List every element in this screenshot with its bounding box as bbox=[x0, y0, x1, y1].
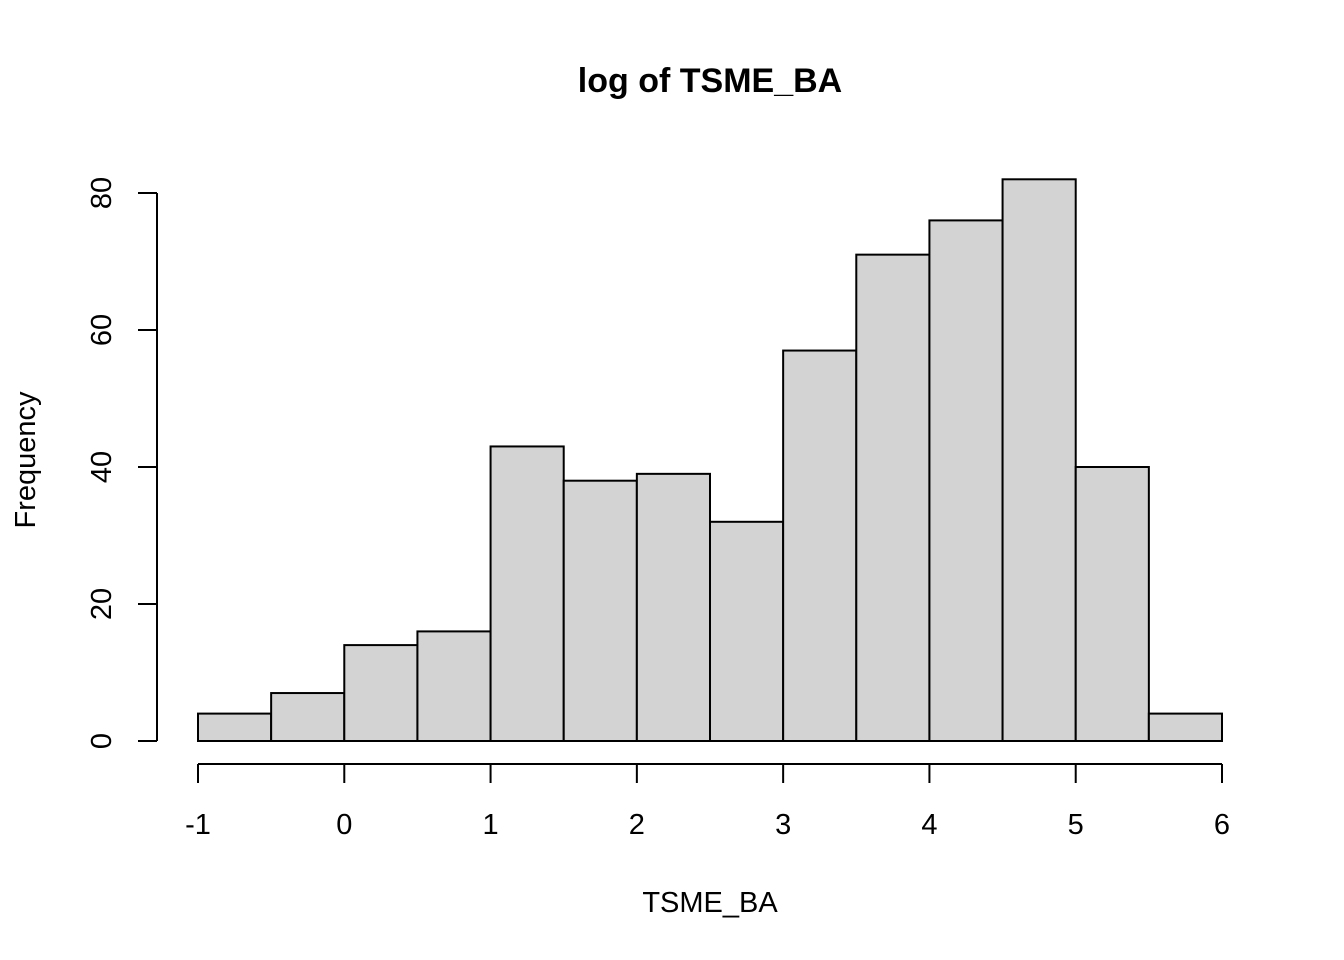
x-tick-label: 6 bbox=[1214, 809, 1230, 841]
y-tick-label: 40 bbox=[86, 451, 118, 483]
x-tick-label: 2 bbox=[629, 809, 645, 841]
histogram-bar bbox=[1147, 712, 1224, 742]
histogram-bar bbox=[855, 253, 931, 742]
x-tick-label: 0 bbox=[336, 809, 352, 841]
y-tick-label: 20 bbox=[86, 588, 118, 620]
y-tick-label: 80 bbox=[86, 177, 118, 209]
histogram-bar bbox=[1001, 178, 1077, 743]
x-axis: -1 0 1 2 3 4 5 6 bbox=[185, 763, 1230, 841]
histogram-bar bbox=[709, 520, 785, 742]
histogram-bar bbox=[635, 472, 711, 742]
y-axis-label: Frequency bbox=[10, 391, 42, 529]
x-axis-label: TSME_BA bbox=[642, 887, 778, 919]
bars-group bbox=[197, 178, 1224, 743]
histogram-bar bbox=[1074, 466, 1150, 742]
histogram-bar bbox=[562, 479, 638, 742]
histogram-bar bbox=[782, 349, 858, 742]
x-tick-label: 1 bbox=[483, 809, 499, 841]
histogram-bar bbox=[928, 219, 1004, 742]
histogram-bar bbox=[489, 445, 565, 742]
histogram-bar bbox=[416, 630, 492, 743]
x-tick-label: 4 bbox=[921, 809, 937, 841]
x-tick-label: 5 bbox=[1068, 809, 1084, 841]
y-tick-label: 0 bbox=[86, 733, 118, 749]
chart-title: log of TSME_BA bbox=[578, 62, 842, 100]
y-tick-label: 60 bbox=[86, 314, 118, 346]
histogram-bar bbox=[343, 644, 419, 742]
histogram-bar bbox=[197, 712, 273, 742]
x-tick-label: 3 bbox=[775, 809, 791, 841]
x-tick-label: -1 bbox=[185, 809, 211, 841]
y-axis: 0 20 40 60 80 bbox=[86, 177, 158, 749]
histogram-bar bbox=[270, 692, 346, 742]
